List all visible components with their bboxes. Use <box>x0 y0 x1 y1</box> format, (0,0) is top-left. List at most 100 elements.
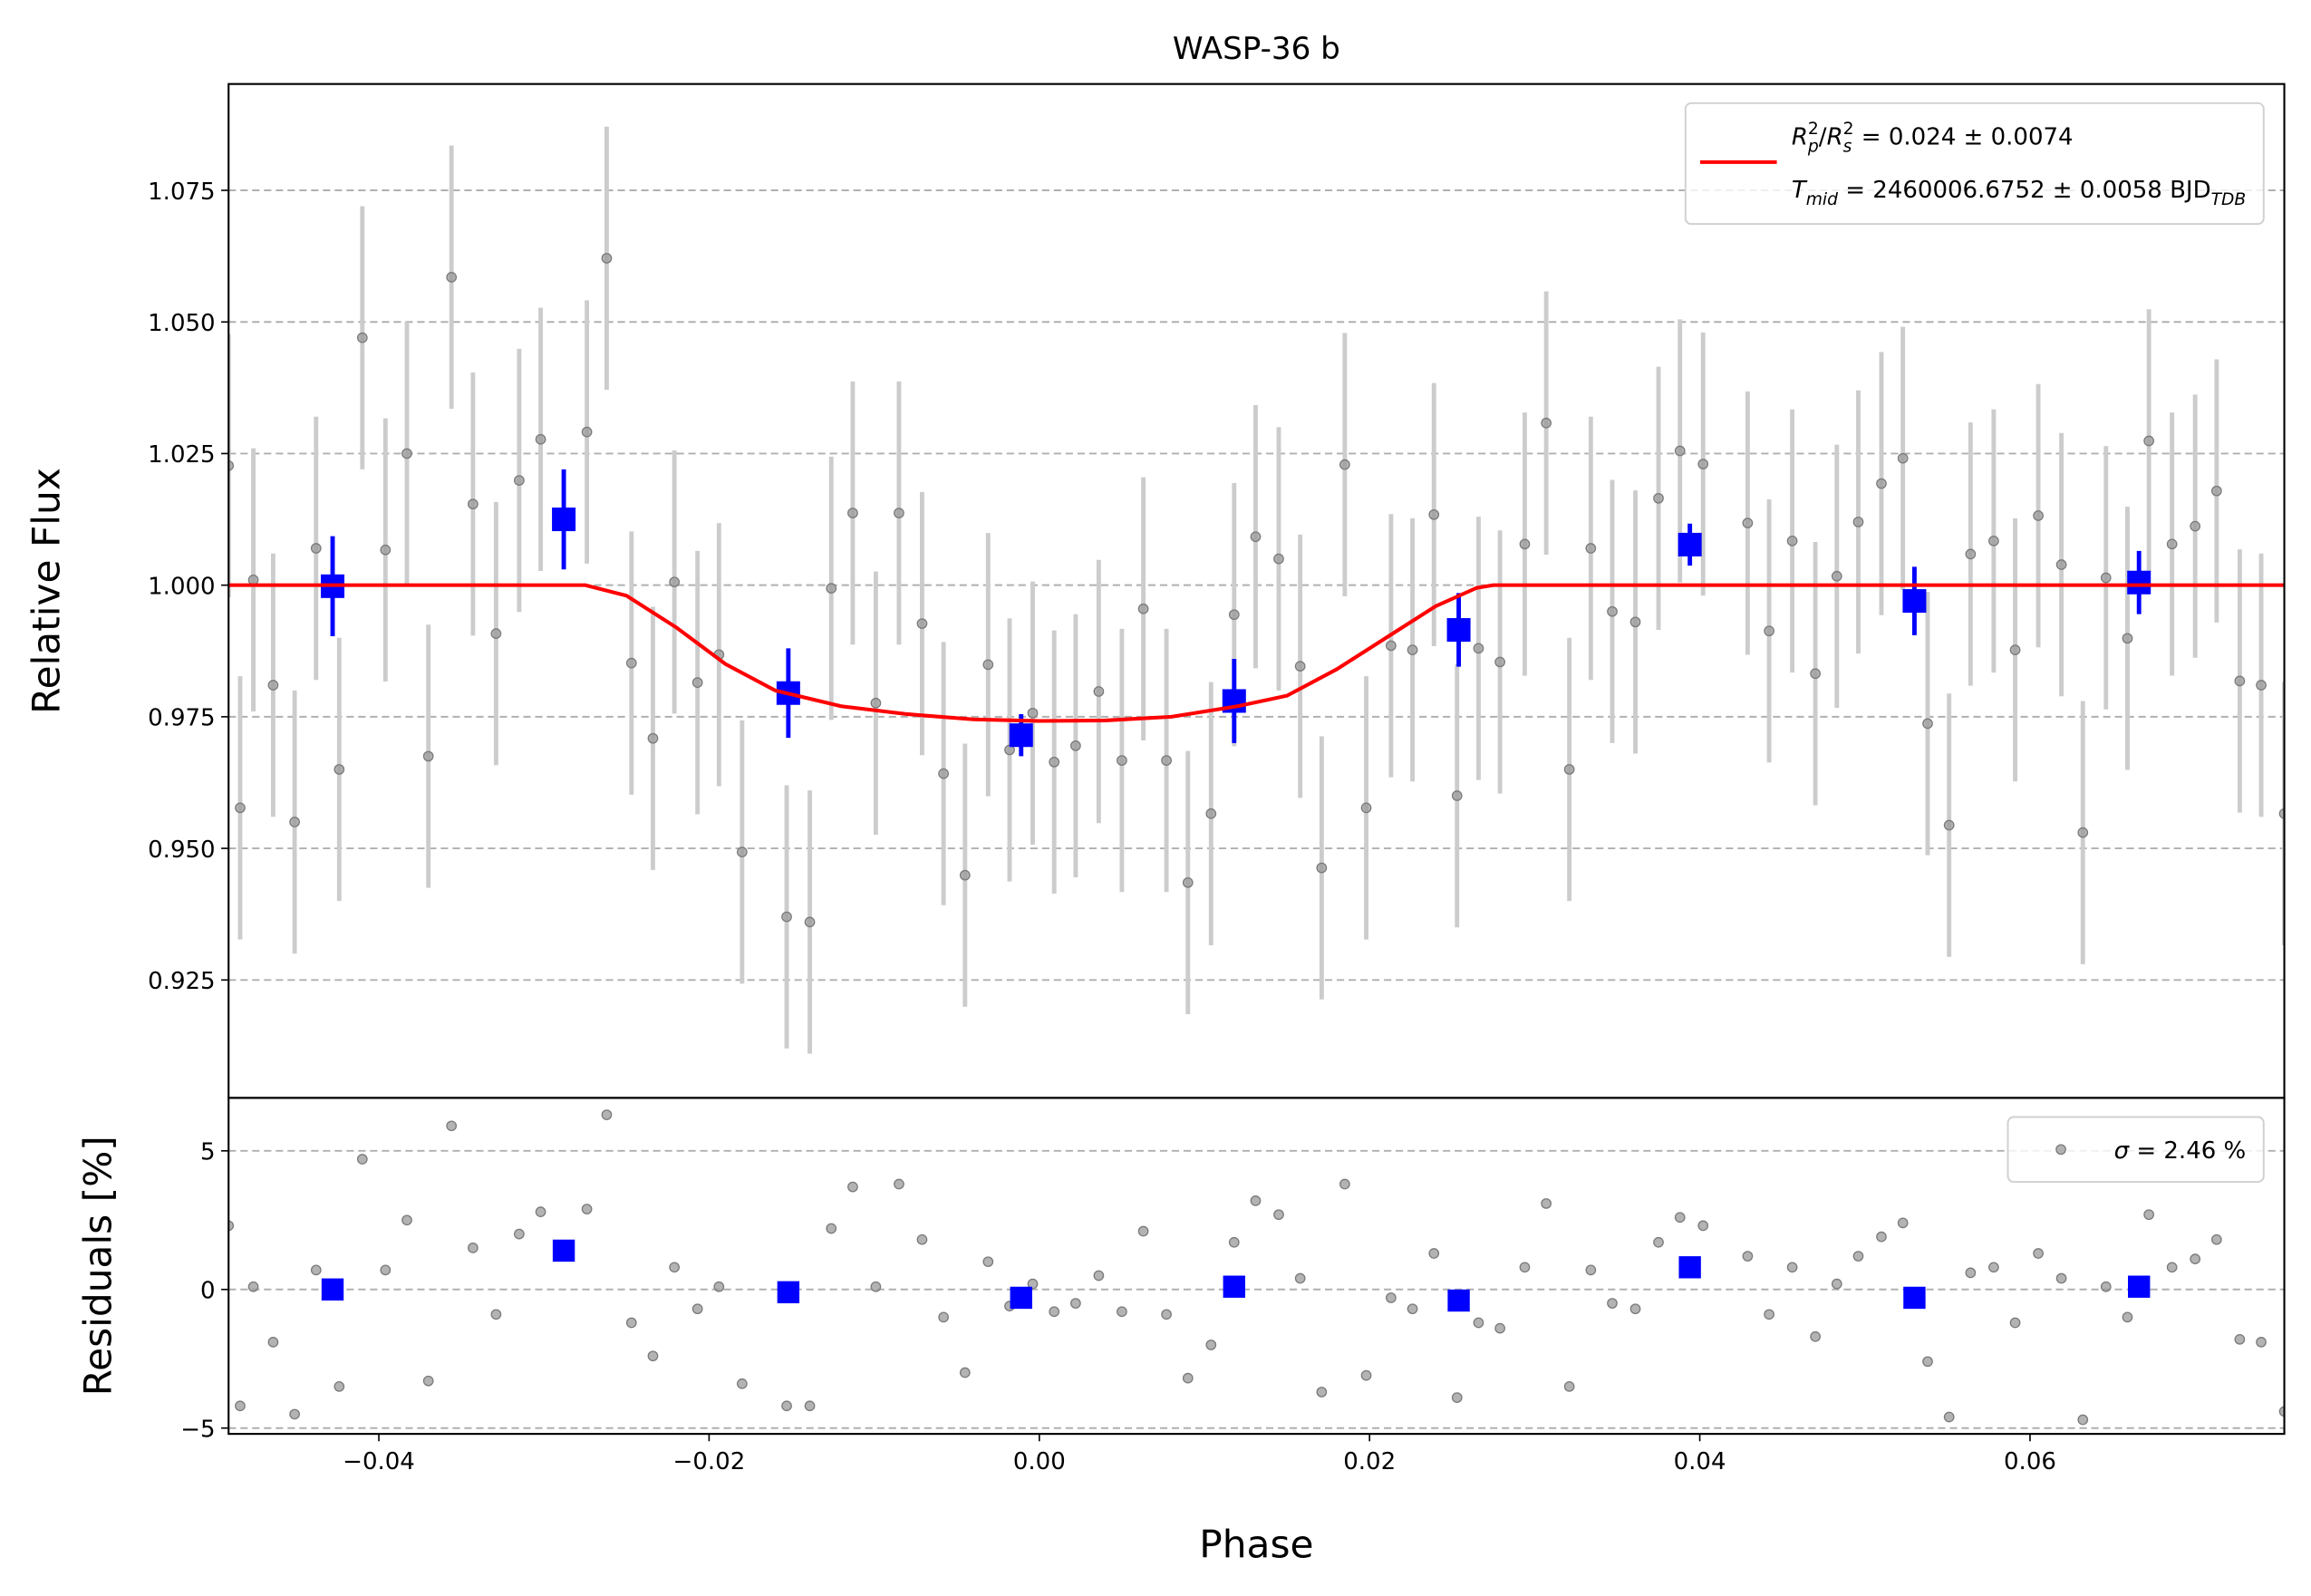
data-point <box>581 426 593 438</box>
data-point <box>2009 1317 2021 1329</box>
data-point <box>1897 452 1909 464</box>
data-point <box>2077 827 2089 838</box>
data-point <box>1407 644 1418 655</box>
data-point <box>2122 633 2133 644</box>
data-point <box>289 1408 300 1420</box>
data-point <box>235 1400 246 1412</box>
data-point <box>514 1228 525 1240</box>
data-point <box>870 697 882 709</box>
data-point <box>1494 656 1505 668</box>
data-point <box>1182 1372 1194 1384</box>
data-point <box>2143 1209 2154 1221</box>
y-tick-label: 0.950 <box>148 837 215 864</box>
data-point <box>422 1375 434 1387</box>
data-point <box>1607 1298 1618 1309</box>
data-point <box>1161 755 1172 766</box>
legend-text-part: s <box>1843 137 1852 156</box>
data-point <box>1988 1262 1999 1273</box>
data-point <box>601 253 613 264</box>
data-point <box>2166 1262 2178 1273</box>
data-point <box>356 1154 368 1165</box>
data-point <box>894 508 904 518</box>
data-point <box>713 1281 725 1292</box>
data-point <box>1810 668 1821 680</box>
data-point <box>1428 508 1440 520</box>
data-point <box>1852 1251 1864 1262</box>
data-point <box>804 1400 816 1412</box>
data-point <box>2143 435 2154 447</box>
data-point <box>235 802 246 814</box>
x-tick-label: 0.06 <box>2004 1448 2056 1475</box>
data-point <box>691 1303 703 1315</box>
data-point <box>982 1256 994 1268</box>
data-point <box>2256 1337 2267 1348</box>
x-tick-label: −0.02 <box>673 1448 746 1475</box>
x-tick-label: 0.04 <box>1674 1448 1726 1475</box>
binned-point <box>2127 570 2151 595</box>
data-point <box>1965 548 1977 560</box>
axes-frame <box>227 1097 2286 1436</box>
data-point <box>1764 625 1774 637</box>
data-point <box>1563 1380 1575 1392</box>
data-point <box>2100 1281 2112 1292</box>
data-point <box>1339 459 1350 470</box>
data-point <box>1541 1198 1552 1209</box>
data-point <box>535 1206 546 1217</box>
legend-box <box>1684 102 2265 226</box>
data-point <box>2122 1311 2133 1323</box>
data-point <box>1228 609 1240 621</box>
data-point <box>2278 808 2285 819</box>
data-point <box>380 1264 392 1276</box>
data-point <box>2166 538 2178 550</box>
data-point <box>1360 1369 1372 1381</box>
legend-text-part: = 2460006.6752 ± 0.0058 BJD <box>1838 177 2211 204</box>
data-point <box>1451 790 1463 801</box>
data-point <box>1070 740 1081 751</box>
data-point <box>1764 1309 1774 1320</box>
model-line <box>228 583 2285 723</box>
legend-text-part: p <box>1807 137 1819 156</box>
data-point <box>1922 1356 1933 1368</box>
data-point <box>446 272 458 283</box>
legend-label: σ = 2.46 % <box>2114 1137 2247 1165</box>
data-point <box>647 732 659 744</box>
data-point <box>289 817 300 827</box>
data-point <box>804 916 816 928</box>
data-point <box>1653 1236 1664 1248</box>
binned-point <box>1010 1286 1032 1310</box>
data-point <box>781 911 792 923</box>
x-axis-label: Phase <box>1199 1523 1313 1567</box>
data-point <box>1294 1272 1306 1284</box>
data-point <box>1428 1248 1440 1259</box>
data-point <box>2055 559 2067 570</box>
data-point <box>2077 1414 2089 1426</box>
legend-label: Tmid = 2460006.6752 ± 0.0058 BJDTDB <box>1792 177 2246 209</box>
legend-text-part: R <box>1792 123 1808 150</box>
legend-text-part: mid <box>1806 190 1838 209</box>
data-point <box>2234 1333 2246 1345</box>
y-tick-label: 1.050 <box>148 310 215 337</box>
data-point <box>1451 1392 1463 1403</box>
legend-text-part: TDB <box>2211 190 2247 209</box>
x-tick-label: −0.04 <box>343 1448 415 1475</box>
data-point <box>1810 1330 1821 1342</box>
binned-point <box>777 1281 800 1304</box>
data-point <box>1205 808 1217 819</box>
data-point <box>826 583 837 594</box>
data-point <box>1473 1317 1484 1329</box>
legend-text-part: R <box>1827 123 1843 150</box>
data-point <box>1316 862 1328 874</box>
panel: 0.925 0.950 0.975 1.000 1.025 1.050 1.075 WASP-… <box>24 31 2286 1099</box>
legend-text-part: = 2.46 % <box>2129 1137 2246 1165</box>
data-point <box>1161 1309 1172 1320</box>
legend-entries: σ = 2.46 % <box>2055 1137 2247 1165</box>
y-tick-label: 1.075 <box>148 179 215 206</box>
data-point <box>736 1378 748 1389</box>
data-point <box>1585 543 1597 554</box>
legend-text-part: σ <box>2114 1137 2131 1165</box>
legend: σ = 2.46 % <box>2006 1116 2265 1184</box>
data-point <box>916 618 928 629</box>
